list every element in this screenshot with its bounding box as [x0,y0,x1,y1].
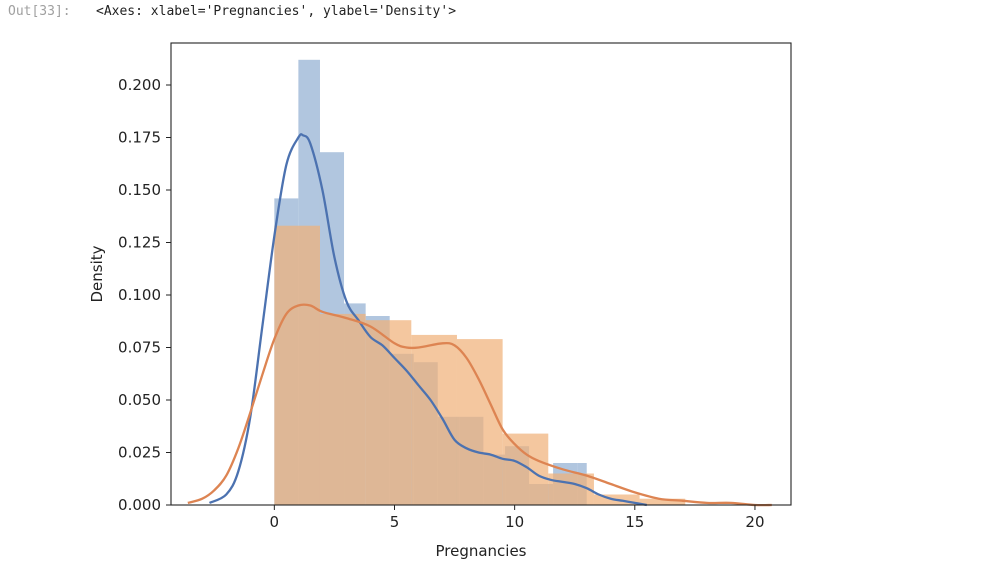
cell-output-text: <Axes: xlabel='Pregnancies', ylabel='Den… [96,4,457,19]
x-tick-label: 0 [270,513,280,531]
y-tick-label: 0.050 [118,391,161,409]
hist-bar-series-2-9 [639,498,686,505]
x-tick-label: 15 [625,513,644,531]
y-tick-label: 0.000 [118,496,161,514]
x-tick-label: 5 [390,513,400,531]
y-tick-label: 0.075 [118,339,161,357]
y-tick-label: 0.200 [118,76,161,94]
y-axis-label: Density [88,245,106,302]
kde-line-series-2 [187,303,772,507]
y-axis-ticks: 0.000 0.025 0.050 0.075 0.100 0.125 0.150 0.175… [118,76,171,514]
hist-bar-series-2-4 [411,334,457,505]
hist-bar-series-2-5 [456,339,503,505]
y-tick-label: 0.125 [118,234,161,252]
y-tick-label: 0.175 [118,129,161,147]
y-tick-label: 0.150 [118,181,161,199]
output-prompt: Out[33]: [8,4,71,19]
x-tick-label: 20 [745,513,764,531]
hist-bar-series-2-6 [502,433,549,505]
kde-layer [187,133,772,507]
x-axis-ticks: 0 5 10 15 20 [270,505,765,531]
hist-bar-series-2-1 [274,225,320,505]
hist-bar-series-2-2 [319,313,366,505]
y-tick-label: 0.100 [118,286,161,304]
y-tick-label: 0.025 [118,444,161,462]
axes-frame [170,42,792,506]
x-axis-label: Pregnancies [435,542,526,560]
x-tick-label: 10 [505,513,524,531]
kde-line-series-1 [208,133,648,507]
histogram-layer [274,59,686,506]
